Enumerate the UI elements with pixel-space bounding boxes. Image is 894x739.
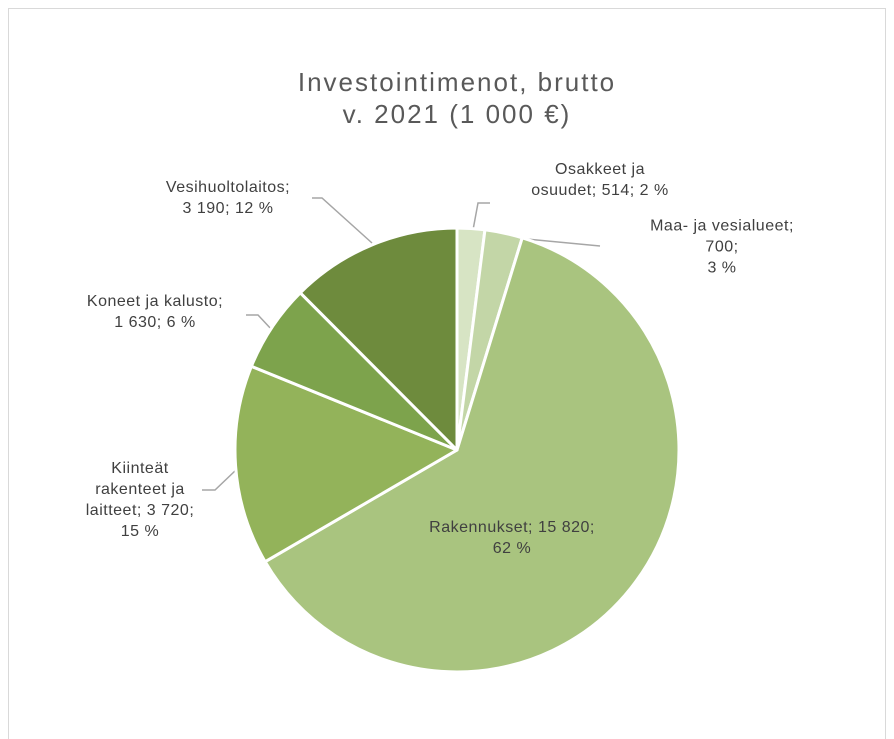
pie-slice (263, 236, 681, 674)
data-label: Koneet ja kalusto; 1 630; 6 % (86, 293, 224, 331)
leader-line (312, 197, 373, 244)
pie-slice (233, 364, 459, 564)
data-label: Osakkeet ja osuudet; 514; 2 % (531, 161, 669, 199)
data-label: Vesihuoltolaitos; 3 190; 12 % (165, 179, 291, 217)
leader-line (202, 469, 237, 491)
chart-title: Investointimenot, brutto v. 2021 (1 000 … (297, 67, 617, 129)
pie-slice (298, 226, 459, 452)
data-label: Maa- ja vesialueet; 700; 3 % (650, 217, 794, 277)
data-label: Kiinteät rakenteet ja laitteet; 3 720; 1… (85, 460, 195, 540)
leader-line (472, 202, 490, 231)
chart-border (8, 8, 886, 739)
leader-line (246, 314, 273, 331)
data-label: Rakennukset; 15 820; 62 % (429, 519, 595, 557)
